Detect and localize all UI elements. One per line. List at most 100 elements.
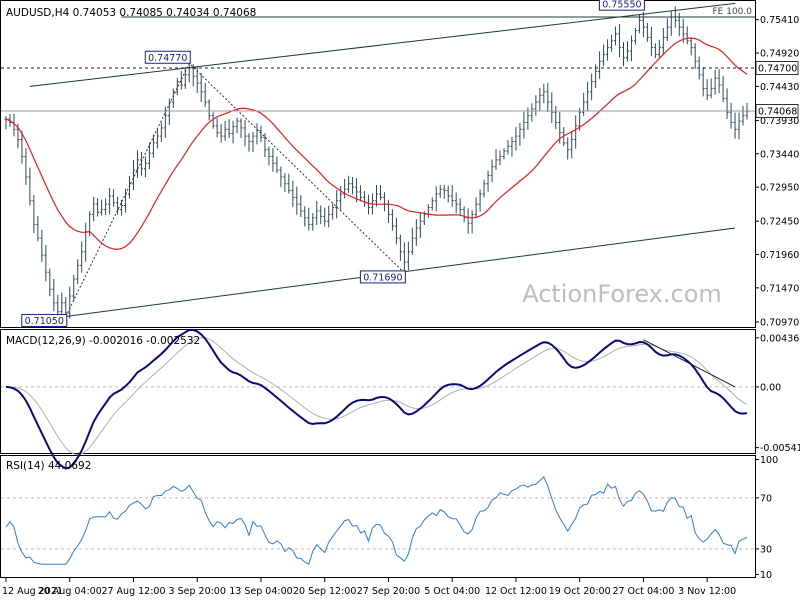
macd-line [5, 328, 748, 470]
x-tick-label: 12 Aug 2021 [2, 586, 63, 597]
swing-label-box [21, 313, 68, 327]
rsi-y-tick-label: 30 [760, 544, 772, 555]
candle [618, 23, 622, 58]
candle [542, 83, 546, 104]
candle [474, 197, 478, 219]
candle [625, 41, 629, 62]
candle [657, 39, 661, 58]
rsi-header: RSI(14) 44.0692 [6, 460, 91, 472]
swing-label: 0.71690 [359, 270, 406, 284]
price-y-tick-label: 0.74920 [760, 49, 799, 60]
candle [402, 242, 406, 273]
price-y-tick-label: 0.72450 [760, 217, 799, 228]
candle [135, 150, 139, 179]
x-tick-label: 27 Oct 04:00 [612, 586, 674, 597]
macd-trendline [643, 339, 736, 388]
candle [470, 210, 474, 234]
macd-signal-line [5, 337, 748, 456]
candle [40, 229, 44, 262]
level-badge [755, 61, 799, 75]
candle [108, 187, 112, 215]
candle [490, 159, 494, 183]
candle [649, 26, 653, 57]
candle [534, 95, 538, 116]
candle [291, 180, 295, 208]
candle [159, 122, 163, 143]
candle [207, 99, 211, 121]
candle [538, 87, 542, 111]
candle [68, 286, 72, 319]
macd-y-tick-label: 0.004367 [760, 333, 800, 344]
x-tick-label: 3 Nov 12:00 [678, 586, 736, 597]
candle [315, 200, 319, 226]
candle [406, 241, 410, 271]
candle [116, 196, 120, 215]
candle [299, 195, 303, 218]
candle [586, 81, 590, 112]
candle [522, 111, 526, 139]
swing-label: 0.71050 [21, 313, 68, 327]
price-y-tick-label: 0.72950 [760, 183, 799, 194]
moving-average-line [5, 37, 748, 251]
swing-label-text: 0.71690 [363, 272, 402, 283]
candle [661, 28, 665, 56]
macd-panel-frame [0, 329, 756, 454]
candle [705, 79, 709, 100]
candle [442, 184, 446, 199]
rsi-panel-frame [0, 455, 756, 578]
candle [418, 212, 422, 239]
candle [275, 156, 279, 174]
candle [263, 133, 267, 158]
candle [641, 11, 645, 38]
candle [219, 123, 223, 143]
candle [502, 148, 506, 160]
candle [279, 166, 283, 188]
candle [28, 167, 32, 206]
candle [721, 75, 725, 103]
candle [709, 78, 713, 99]
candle [359, 185, 363, 202]
candle [319, 205, 323, 225]
candle [717, 69, 721, 94]
x-tick-label: 13 Sep 04:00 [229, 586, 292, 597]
candle [729, 102, 733, 129]
candle [737, 112, 741, 140]
candle [574, 115, 578, 149]
candle [482, 179, 486, 198]
candle [283, 173, 287, 193]
candle [227, 119, 231, 139]
price-y-tick-label: 0.71470 [760, 283, 799, 294]
level-badge-label: 0.74700 [758, 64, 797, 75]
candle [398, 234, 402, 261]
rsi-y-tick-label: 100 [760, 455, 778, 466]
candle [446, 185, 450, 203]
watermark: ActionForex.com [522, 280, 722, 308]
candle [693, 43, 697, 69]
swing-label: 0.74770 [144, 50, 191, 64]
candle [514, 127, 518, 151]
candle [438, 184, 442, 198]
candle [629, 35, 633, 62]
candle [231, 120, 235, 144]
candle [713, 69, 717, 95]
candle [335, 189, 339, 219]
candle [566, 137, 570, 160]
candle [606, 39, 610, 61]
candle [375, 185, 378, 207]
fe-level-label: FE 100.0 [713, 7, 753, 17]
candle [622, 42, 625, 67]
price-header: AUDUSD,H4 0.74053 0.74085 0.74034 0.7406… [6, 7, 256, 19]
candle [239, 118, 243, 139]
candle [287, 173, 291, 194]
candle [494, 149, 498, 171]
price-y-tick-label: 0.74430 [760, 82, 799, 93]
candle [430, 197, 434, 211]
candle [351, 176, 355, 195]
candle [394, 217, 398, 245]
candle [331, 203, 335, 220]
candle [36, 216, 40, 242]
